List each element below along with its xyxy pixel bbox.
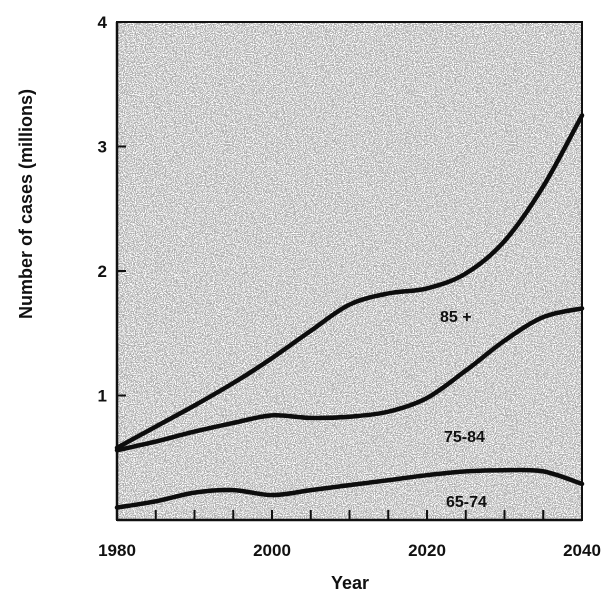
x-axis-label: Year [331, 573, 369, 593]
series-label-75-84: 75-84 [444, 429, 485, 446]
y-tick-label: 2 [98, 262, 107, 281]
y-tick-label: 3 [98, 138, 107, 157]
x-tick-label: 2040 [563, 541, 601, 560]
x-axis-ticks: 1980 2000 2020 2040 [98, 510, 601, 560]
series-label-65-74: 65-74 [446, 494, 487, 511]
y-axis-ticks: 1 2 3 4 [98, 13, 126, 406]
series-layer [114, 113, 585, 510]
series-line-65-74 [114, 467, 585, 510]
x-tick-label: 2020 [408, 541, 446, 560]
y-axis-label: Number of cases (millions) [16, 89, 36, 319]
x-tick-label: 1980 [98, 541, 136, 560]
series-line-75-84 [114, 306, 585, 453]
y-tick-label: 1 [98, 387, 107, 406]
plot-background [117, 22, 582, 520]
series-label-85-plus: 85 + [440, 309, 472, 326]
y-tick-label: 4 [98, 13, 108, 32]
x-tick-label: 2000 [253, 541, 291, 560]
series-line-85 [114, 113, 585, 451]
